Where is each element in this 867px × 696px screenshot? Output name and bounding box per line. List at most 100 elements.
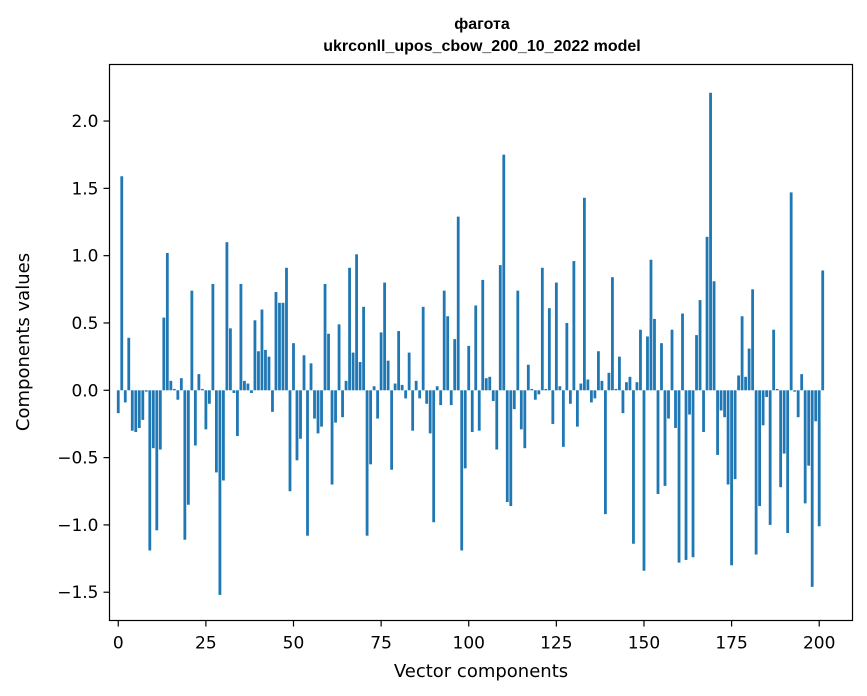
- bar-0: [116, 390, 120, 414]
- x-tick-label: 175: [715, 634, 747, 654]
- bar-58: [320, 390, 323, 427]
- bar-106: [488, 376, 492, 391]
- bar-5: [134, 390, 138, 433]
- bar-86: [418, 390, 422, 399]
- bar-73: [372, 386, 376, 391]
- x-axis-label: Vector components: [394, 661, 568, 682]
- bar-194: [796, 390, 800, 418]
- bar-173: [723, 390, 726, 418]
- x-tick-label: 75: [370, 634, 392, 654]
- bar-201: [821, 270, 825, 391]
- bar-50: [292, 343, 295, 391]
- x-tick-label: 150: [628, 634, 660, 654]
- bar-133: [582, 197, 586, 391]
- bar-84: [411, 390, 415, 431]
- bar-45: [274, 292, 278, 391]
- bar-98: [460, 390, 464, 551]
- bar-12: [158, 390, 162, 450]
- bar-54: [306, 390, 309, 536]
- bar-124: [551, 390, 555, 424]
- bar-29: [218, 390, 222, 595]
- bar-104: [481, 279, 485, 391]
- chart-title: фагота: [454, 16, 510, 33]
- bar-135: [590, 390, 593, 403]
- bar-151: [646, 336, 649, 391]
- bar-117: [526, 364, 530, 391]
- bar-55: [309, 363, 313, 391]
- bar-179: [744, 376, 747, 391]
- bar-79: [393, 383, 397, 391]
- bar-144: [621, 390, 625, 414]
- bar-63: [337, 324, 341, 391]
- bar-183: [758, 390, 762, 507]
- bar-37: [246, 383, 250, 391]
- bar-200: [817, 390, 821, 527]
- bar-180: [747, 348, 751, 391]
- bar-175: [730, 390, 733, 566]
- bar-51: [295, 390, 299, 461]
- bar-150: [642, 390, 646, 571]
- bar-39: [253, 320, 257, 391]
- chart-subtitle: ukrconll_upos_cbow_200_10_2022 model: [323, 38, 640, 55]
- bar-123: [547, 308, 551, 391]
- bar-4: [130, 390, 134, 431]
- bar-32: [229, 328, 232, 391]
- bar-95: [449, 390, 453, 406]
- bar-92: [439, 390, 443, 406]
- bar-44: [271, 390, 274, 412]
- bar-19: [183, 390, 187, 540]
- bar-80: [397, 331, 401, 391]
- bar-192: [789, 192, 793, 391]
- bar-14: [165, 252, 169, 391]
- bar-197: [807, 390, 811, 466]
- bar-169: [709, 92, 712, 391]
- bar-154: [656, 390, 660, 494]
- bar-167: [702, 390, 705, 433]
- bar-96: [453, 339, 457, 391]
- bar-177: [737, 375, 740, 391]
- bar-18: [179, 378, 183, 391]
- bar-8: [144, 390, 148, 392]
- y-tick-label: −1.5: [57, 583, 98, 603]
- bar-72: [369, 390, 372, 465]
- bar-1: [120, 176, 124, 391]
- bar-172: [719, 390, 723, 411]
- bar-33: [232, 390, 236, 393]
- bar-101: [470, 390, 474, 433]
- bar-69: [358, 362, 362, 391]
- bar-190: [782, 390, 786, 454]
- bar-113: [512, 390, 516, 410]
- bar-126: [558, 386, 562, 391]
- bar-136: [593, 390, 597, 399]
- bar-131: [575, 390, 579, 427]
- bar-112: [509, 390, 513, 507]
- bar-160: [677, 390, 681, 563]
- bar-91: [435, 386, 439, 391]
- bar-164: [691, 390, 695, 558]
- bar-166: [698, 300, 702, 391]
- bar-155: [660, 343, 663, 391]
- bar-30: [222, 390, 225, 481]
- bar-193: [793, 390, 797, 392]
- x-tick-label: 25: [195, 634, 217, 654]
- bar-24: [200, 388, 204, 391]
- bar-21: [190, 290, 194, 391]
- y-tick-label: 0.5: [71, 314, 98, 334]
- bar-78: [390, 390, 394, 470]
- bar-64: [341, 390, 344, 418]
- bar-60: [327, 333, 330, 391]
- x-tick-label: 100: [453, 634, 485, 654]
- bar-156: [663, 390, 667, 486]
- y-tick-label: −0.5: [57, 449, 98, 469]
- bar-38: [250, 390, 253, 393]
- bar-36: [243, 380, 246, 391]
- bar-68: [355, 254, 358, 391]
- bar-31: [225, 242, 229, 391]
- bar-76: [383, 282, 387, 391]
- bar-70: [362, 306, 365, 391]
- bar-195: [800, 374, 804, 391]
- bar-170: [712, 281, 716, 391]
- bar-94: [446, 316, 450, 391]
- bar-25: [204, 390, 208, 430]
- bar-134: [586, 379, 590, 391]
